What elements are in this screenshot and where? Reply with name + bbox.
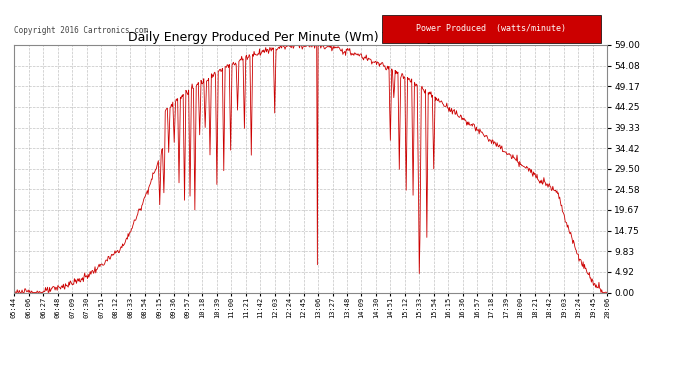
- Title: Daily Energy Produced Per Minute (Wm) Tue May 17 20:11: Daily Energy Produced Per Minute (Wm) Tu…: [128, 31, 493, 44]
- Text: Power Produced  (watts/minute): Power Produced (watts/minute): [417, 24, 566, 33]
- FancyBboxPatch shape: [382, 15, 601, 42]
- Text: Copyright 2016 Cartronics.com: Copyright 2016 Cartronics.com: [14, 26, 148, 35]
